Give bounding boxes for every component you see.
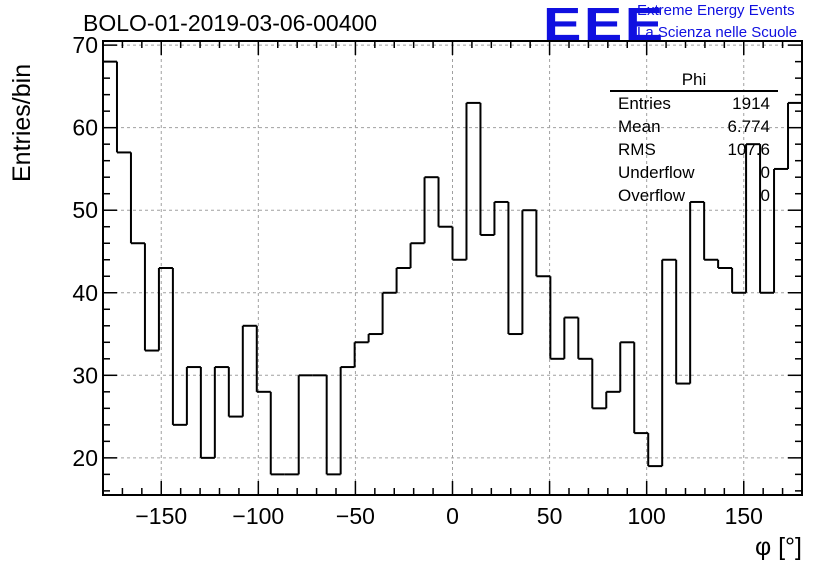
stats-label: Overflow [618,186,686,205]
stats-value: 107.6 [727,140,770,159]
x-tick-label: −100 [232,503,284,529]
y-tick-label: 30 [72,362,98,388]
x-tick-label: 150 [725,503,763,529]
chart-title: BOLO-01-2019-03-06-00400 [83,10,378,36]
stats-row-overflow: Overflow 0 [610,184,778,207]
x-tick-label: −150 [135,503,187,529]
stats-label: RMS [618,140,656,159]
logo-line-2: La Scienza nelle Scuole [637,24,798,41]
stats-label: Entries [618,94,671,113]
stats-value: 1914 [732,94,770,113]
y-tick-label: 70 [72,32,98,58]
logo-line-1: Extreme Energy Events [637,2,795,19]
y-tick-label: 50 [72,197,98,223]
y-tick-label: 40 [72,280,98,306]
stats-value: 6.774 [727,117,770,136]
x-tick-label: 0 [446,503,459,529]
stats-label: Mean [618,117,661,136]
x-axis-label: φ [°] [754,533,802,561]
stats-label: Underflow [618,163,695,182]
x-tick-label: 100 [627,503,665,529]
y-axis-label: Entries/bin [8,63,36,182]
y-tick-label: 20 [72,445,98,471]
stats-row-rms: RMS 107.6 [610,138,778,161]
x-tick-label: −50 [336,503,375,529]
stats-value: 0 [760,163,770,182]
stats-title: Phi [610,70,778,92]
eee-logo: EEE [543,0,666,50]
stats-row-underflow: Underflow 0 [610,161,778,184]
y-tick-label: 60 [72,115,98,141]
stats-row-entries: Entries 1914 [610,92,778,115]
stats-box: Phi Entries 1914 Mean 6.774 RMS 107.6 Un… [610,70,778,207]
x-tick-label: 50 [537,503,563,529]
stats-row-mean: Mean 6.774 [610,115,778,138]
stats-value: 0 [760,186,770,205]
